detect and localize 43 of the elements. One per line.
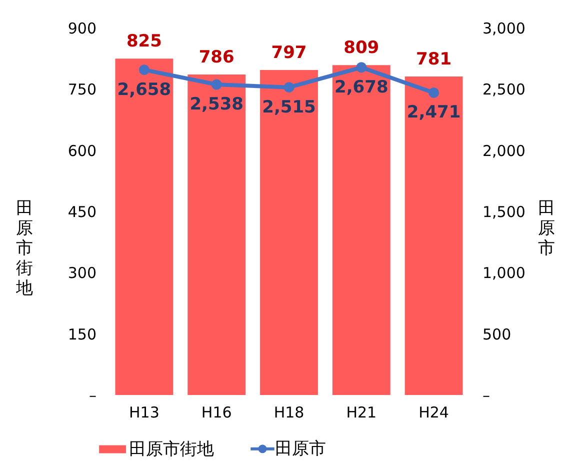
bar [115,58,174,395]
y-tick-label: 150 [68,325,96,344]
x-tick-label: H16 [201,404,232,422]
x-tick-label: H21 [346,404,377,422]
y-tick-label: – [89,386,96,404]
point [356,62,367,73]
bar [404,76,463,395]
data-label: 797 [271,43,307,63]
y2-axis-title: 田原市 [538,198,555,258]
y-tick-label: 450 [68,203,96,221]
y-tick-label: 300 [68,264,96,282]
data-label: 2,678 [334,77,388,98]
bar [260,70,318,395]
data-label: 2,658 [117,80,172,100]
bar [188,74,246,395]
legend-label: 田原市街地 [129,439,214,460]
y-tick-label: 750 [68,80,96,99]
point [428,87,440,98]
point [211,79,222,90]
x-tick-label: H18 [274,404,304,422]
y-axis-title: 田原市街地 [15,198,33,298]
data-label: 2,515 [262,97,316,118]
y2-tick-label: 1,000 [482,264,526,282]
y-tick-label: 600 [68,142,96,160]
point [138,64,150,76]
y2-tick-label: 1,500 [482,203,526,221]
data-label: 2,471 [406,102,461,123]
y-tick-label: 900 [68,20,96,38]
data-label: 825 [126,32,162,52]
y2-tick-label: 500 [482,325,512,344]
point [284,82,294,93]
data-label: 2,538 [190,94,244,115]
x-tick-label: H13 [129,404,160,422]
y2-tick-label: 2,500 [482,80,526,99]
data-label: 781 [416,50,452,70]
y2-tick-label: 3,000 [482,20,526,38]
y2-tick-label: 2,000 [482,142,526,160]
data-label: 786 [198,47,234,68]
bar [332,65,390,395]
legend-label: 田原市 [275,438,326,459]
y2-tick-label: – [482,386,490,404]
data-label: 809 [344,38,380,58]
x-tick-label: H24 [418,404,449,422]
